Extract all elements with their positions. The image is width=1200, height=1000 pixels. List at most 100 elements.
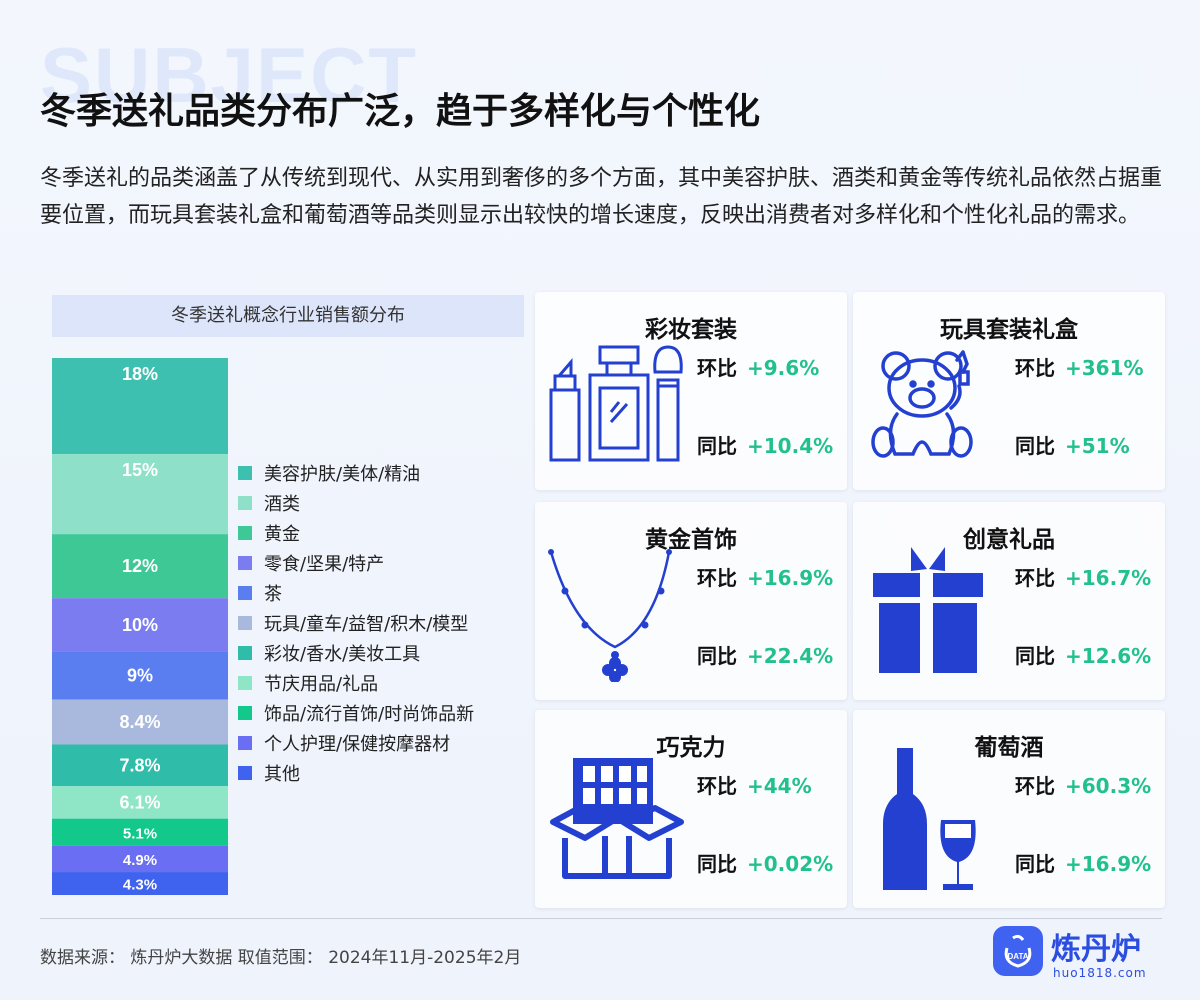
legend-label: 个人护理/保健按摩器材 [264,734,451,755]
mom-value: +60.3% [1065,774,1152,798]
page-title: 冬季送礼品类分布广泛，趋于多样化与个性化 [40,91,761,132]
bar-value-label: 4.9% [123,852,157,869]
legend-item: 饰品/流行首饰/时尚饰品新 [238,698,474,728]
bar-segment [52,651,228,700]
legend-swatch [238,616,252,630]
legend-swatch [238,586,252,600]
legend-label: 饰品/流行首饰/时尚饰品新 [264,704,475,725]
legend-item: 玩具/童车/益智/积木/模型 [238,608,474,638]
legend-item: 彩妆/香水/美妆工具 [238,638,474,668]
mom-value: +9.6% [747,356,820,380]
legend-swatch [238,676,252,690]
mom-value: +44% [747,774,812,798]
bar-value-label: 7.8% [119,755,160,775]
legend-swatch [238,766,252,780]
bar-segment [52,845,228,873]
yoy-value: +0.02% [747,852,834,876]
bar-segment [52,744,228,787]
bar-segment [52,598,228,652]
yoy-metric: 同比 +10.4% [697,434,834,458]
legend-item: 零食/坚果/特产 [238,548,474,578]
logo-url: huo1818.com [1053,966,1147,980]
bar-value-label: 4.3% [123,877,157,894]
bar-value-label: 5.1% [123,825,157,842]
bar-segment [52,699,228,745]
page-description: 冬季送礼的品类涵盖了从传统到现代、从实用到奢侈的多个方面，其中美容护肤、酒类和黄… [40,166,1163,228]
chart-title: 冬季送礼概念行业销售额分布 [52,295,524,337]
card-name: 创意礼品 [963,527,1055,553]
legend-label: 玩具/童车/益智/积木/模型 [264,614,469,635]
legend-swatch [238,706,252,720]
card-name: 玩具套装礼盒 [940,317,1078,343]
legend-item: 节庆用品/礼品 [238,668,474,698]
legend-label: 节庆用品/礼品 [264,674,379,695]
footer-divider [40,918,1162,919]
legend-item: 茶 [238,578,474,608]
bar-value-label: 15% [122,460,158,480]
card-makeup-set: 彩妆套装 环比 +9.6% 同比 +10.4% [535,292,847,490]
bar-value-label: 18% [122,364,158,384]
legend-swatch [238,736,252,750]
card-gold-jewelry: 黄金首饰 环比 +16.9% 同比 +22.4% [535,502,847,700]
bar-segment [52,454,228,535]
legend-label: 彩妆/香水/美妆工具 [264,644,421,665]
bar-segment [52,534,228,599]
legend-label: 酒类 [264,494,300,515]
mom-metric: 环比 +9.6% [697,356,820,380]
stacked-bar-chart: 18% 15% 12% 10% 9% 8.4% 7.8% 6.1% 5.1% 4.9% 4.3% [52,358,228,895]
mom-metric: 环比 +60.3% [1015,774,1152,798]
bar-value-label: 10% [122,615,158,635]
bar-segment [52,818,228,846]
yoy-value: +10.4% [747,434,834,458]
card-name: 巧克力 [656,735,726,761]
mom-value: +361% [1065,356,1144,380]
legend-swatch [238,496,252,510]
yoy-metric: 同比 +12.6% [1015,644,1152,668]
legend-label: 茶 [264,584,282,605]
legend-item: 酒类 [238,488,474,518]
yoy-value: +16.9% [1065,852,1152,876]
card-name: 彩妆套装 [645,317,737,343]
bar-segment [52,872,228,895]
logo-name: 炼丹炉 [1051,932,1141,967]
mom-value: +16.7% [1065,566,1152,590]
bar-value-label: 6.1% [119,792,160,812]
yoy-metric: 同比 +22.4% [697,644,834,668]
yoy-metric: 同比 +0.02% [697,852,834,876]
mom-metric: 环比 +16.9% [697,566,834,590]
mom-metric: 环比 +361% [1015,356,1144,380]
card-name: 黄金首饰 [645,527,737,553]
bar-segment [52,786,228,819]
logo-icon: DATA [993,926,1043,976]
card-chocolate: 巧克力 环比 +44% 同比 +0.02% [535,710,847,908]
legend-item: 其他 [238,758,474,788]
gift-box-icon [873,547,983,673]
legend-item: 黄金 [238,518,474,548]
legend-label: 其他 [264,764,300,785]
card-creative-gifts: 创意礼品 环比 +16.7% 同比 +12.6% [853,502,1165,700]
yoy-value: +12.6% [1065,644,1152,668]
data-source-text: 数据来源： 炼丹炉大数据 取值范围： 2024年11月-2025年2月 [40,948,522,968]
mom-metric: 环比 +44% [697,774,812,798]
teddy-bear-icon [871,350,973,458]
chart-legend: 美容护肤/美体/精油 酒类黄金零食/坚果/特产茶玩具/童车/益智/积木/模型 彩妆/… [238,458,474,788]
legend-label: 零食/坚果/特产 [264,554,385,575]
mom-value: +16.9% [747,566,834,590]
bar-value-label: 9% [127,666,153,686]
chocolate-box-icon [550,758,684,879]
card-name: 葡萄酒 [974,735,1044,761]
logo-badge-text: DATA [1007,952,1028,961]
yoy-value: +22.4% [747,644,834,668]
bar-value-label: 8.4% [119,712,160,732]
yoy-metric: 同比 +51% [1015,434,1130,458]
background-watermark-word: SUBJECT [40,31,419,119]
mom-metric: 环比 +16.7% [1015,566,1152,590]
legend-label: 美容护肤/美体/精油 [264,464,421,485]
yoy-metric: 同比 +16.9% [1015,852,1152,876]
legend-swatch [238,466,252,480]
makeup-set-icon [549,345,683,462]
legend-swatch [238,556,252,570]
necklace-icon [548,549,672,682]
legend-swatch [238,646,252,660]
bar-value-label: 12% [122,556,158,576]
